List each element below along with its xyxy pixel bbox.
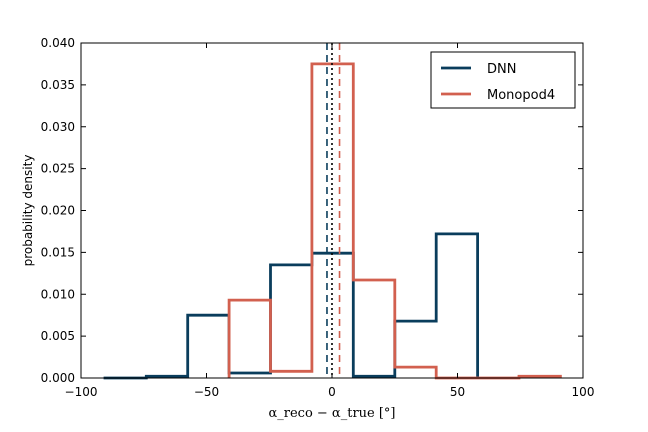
y-tick-label: 0.020: [41, 204, 75, 218]
y-tick-label: 0.015: [41, 245, 75, 259]
x-tick-label: 100: [572, 385, 595, 399]
histogram-bin-dnn: [271, 265, 312, 378]
histogram-bin-monopod4: [229, 300, 270, 378]
histogram-bin-monopod4: [353, 280, 394, 378]
legend-label-dnn: DNN: [487, 62, 516, 77]
legend-box: [430, 51, 576, 109]
y-tick-label: 0.030: [41, 120, 75, 134]
histogram-bin-dnn: [188, 315, 229, 378]
x-axis: −100 −50 0 50 100: [65, 43, 595, 399]
y-axis: 0.000 0.005 0.010 0.015 0.020 0.025 0.030 0.035…: [41, 36, 583, 385]
x-tick-label: −100: [65, 385, 98, 399]
legend: DNN Monopod4: [430, 51, 576, 109]
histogram-bin-dnn: [395, 321, 436, 378]
y-tick-label: 0.040: [41, 36, 75, 50]
x-tick-label: 50: [450, 385, 465, 399]
x-axis-label: α_reco − α_true [°]: [268, 406, 395, 421]
y-tick-label: 0.010: [41, 287, 75, 301]
histogram-outline-dnn: [103, 232, 479, 380]
y-tick-label: 0.000: [41, 371, 75, 385]
x-tick-label: 0: [328, 385, 336, 399]
y-axis-label: probability density: [21, 155, 35, 267]
x-tick-label: −50: [194, 385, 219, 399]
histogram-bin-monopod4: [395, 367, 436, 378]
y-tick-label: 0.025: [41, 162, 75, 176]
legend-label-monopod4: Monopod4: [487, 88, 555, 103]
histogram-outline-monopod4: [227, 62, 562, 380]
y-tick-label: 0.005: [41, 329, 75, 343]
histogram-bin-monopod4: [312, 64, 353, 378]
y-tick-label: 0.035: [41, 78, 75, 92]
histogram-bin-dnn: [436, 234, 477, 378]
